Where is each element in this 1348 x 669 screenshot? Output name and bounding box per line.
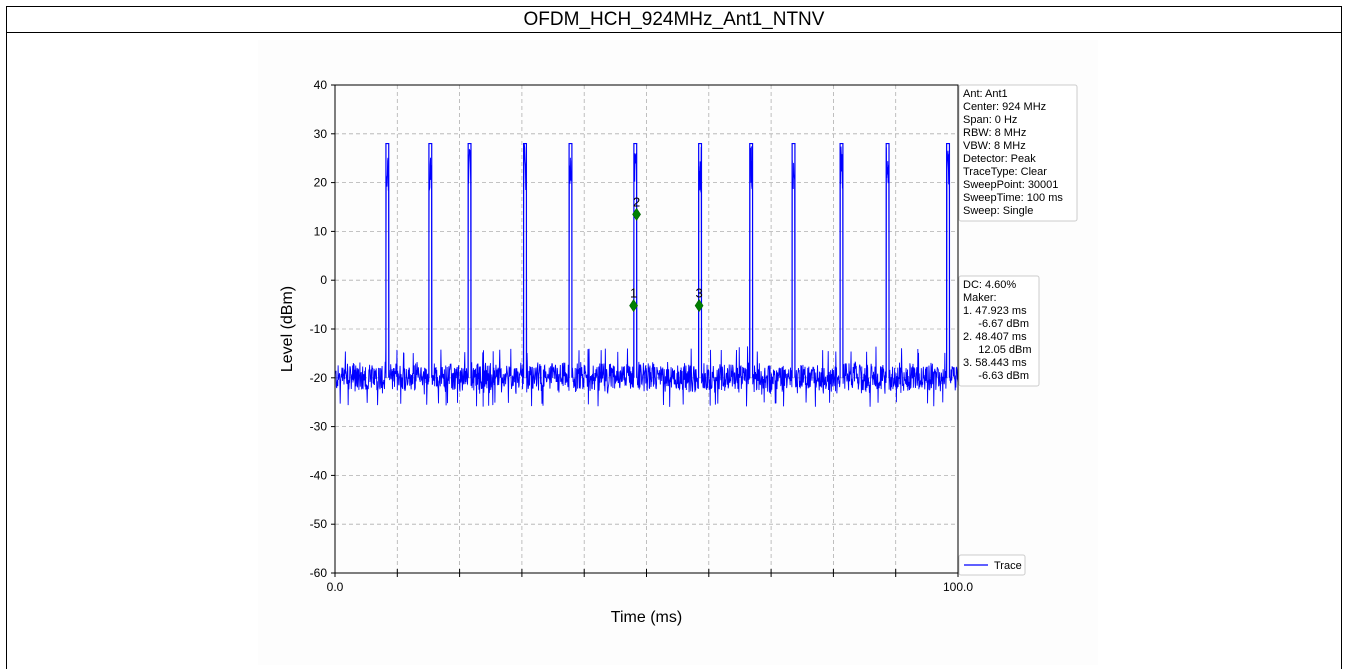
trace-series <box>334 142 959 407</box>
marker-diamond <box>694 299 704 313</box>
burst-spike <box>428 142 433 378</box>
burst-spike <box>791 142 796 378</box>
marker-box-line: -6.63 dBm <box>963 370 1029 382</box>
y-axis-label: Level (dBm) <box>279 286 296 372</box>
y-tick-label: 40 <box>314 78 328 92</box>
page-title: OFDM_HCH_924MHz_Ant1_NTNV <box>7 7 1341 33</box>
trace-line <box>334 143 959 407</box>
burst-spike <box>523 142 528 378</box>
y-tick-label: -10 <box>310 322 328 336</box>
y-tick-label: 20 <box>314 176 328 190</box>
burst-spike <box>698 142 703 378</box>
marker-label: 1 <box>630 286 637 301</box>
info-box-line: RBW: 8 MHz <box>963 127 1026 139</box>
marker-box-line: DC: 4.60% <box>963 279 1016 291</box>
axes: -60 -50 -40 -30 -20 -10 0 10 20 30 40 0.0 100.0 <box>310 78 974 594</box>
marker-info-box: DC: 4.60%Maker:1. 47.923 ms -6.67 dBm2. … <box>958 275 1040 387</box>
y-tick-label: -40 <box>310 468 328 482</box>
marker-box-line: 2. 48.407 ms <box>963 331 1027 343</box>
marker-box-line: 12.05 dBm <box>963 344 1031 356</box>
burst-spike <box>633 142 638 378</box>
burst-spike <box>568 142 573 378</box>
y-tick-label: -30 <box>310 420 328 434</box>
info-box-line: TraceType: Clear <box>963 166 1047 178</box>
marker-label: 2 <box>633 194 640 209</box>
burst-spike <box>946 142 951 378</box>
y-tick-label: 10 <box>314 224 328 238</box>
legend-border <box>958 554 1026 576</box>
y-tick-label: -50 <box>310 517 328 531</box>
info-box-line: SweepTime: 100 ms <box>963 192 1063 204</box>
legend: Trace <box>958 554 1026 576</box>
marker-box-line: 1. 47.923 ms <box>963 305 1027 317</box>
marker-box-line: -6.67 dBm <box>963 318 1029 330</box>
marker-diamond <box>632 207 641 221</box>
info-box-line: VBW: 8 MHz <box>963 140 1026 152</box>
marker-box-border <box>958 275 1040 387</box>
marker-box-line: Maker: <box>963 292 997 304</box>
marker-box-line: 3. 58.443 ms <box>963 357 1027 369</box>
burst-spike <box>839 142 844 378</box>
info-box-line: Center: 924 MHz <box>963 101 1046 113</box>
info-box-line: Ant: Ant1 <box>963 88 1008 100</box>
marker-label: 3 <box>695 286 702 301</box>
y-tick-label: 30 <box>314 127 328 141</box>
x-axis-label: Time (ms) <box>611 609 682 626</box>
info-box-line: SweepPoint: 30001 <box>963 179 1058 191</box>
burst-spike <box>467 142 472 378</box>
legend-entry: Trace <box>994 560 1022 572</box>
burst-spike <box>749 142 754 378</box>
info-box-border <box>958 84 1078 222</box>
markers: 1 2 3 <box>629 194 704 313</box>
y-tick-label: -20 <box>310 371 328 385</box>
marker-diamond <box>629 299 638 313</box>
report-frame: OFDM_HCH_924MHz_Ant1_NTNV <box>6 6 1342 669</box>
burst-spike <box>885 142 890 378</box>
x-tick-label: 100.0 <box>943 580 973 594</box>
x-tick-label: 0.0 <box>327 580 344 594</box>
info-box-line: Sweep: Single <box>963 205 1033 217</box>
info-box-line: Span: 0 Hz <box>963 114 1017 126</box>
y-tick-label: -60 <box>310 566 328 580</box>
y-tick-label: 0 <box>320 273 327 287</box>
info-box-line: Detector: Peak <box>963 153 1036 165</box>
burst-spike <box>385 142 390 378</box>
